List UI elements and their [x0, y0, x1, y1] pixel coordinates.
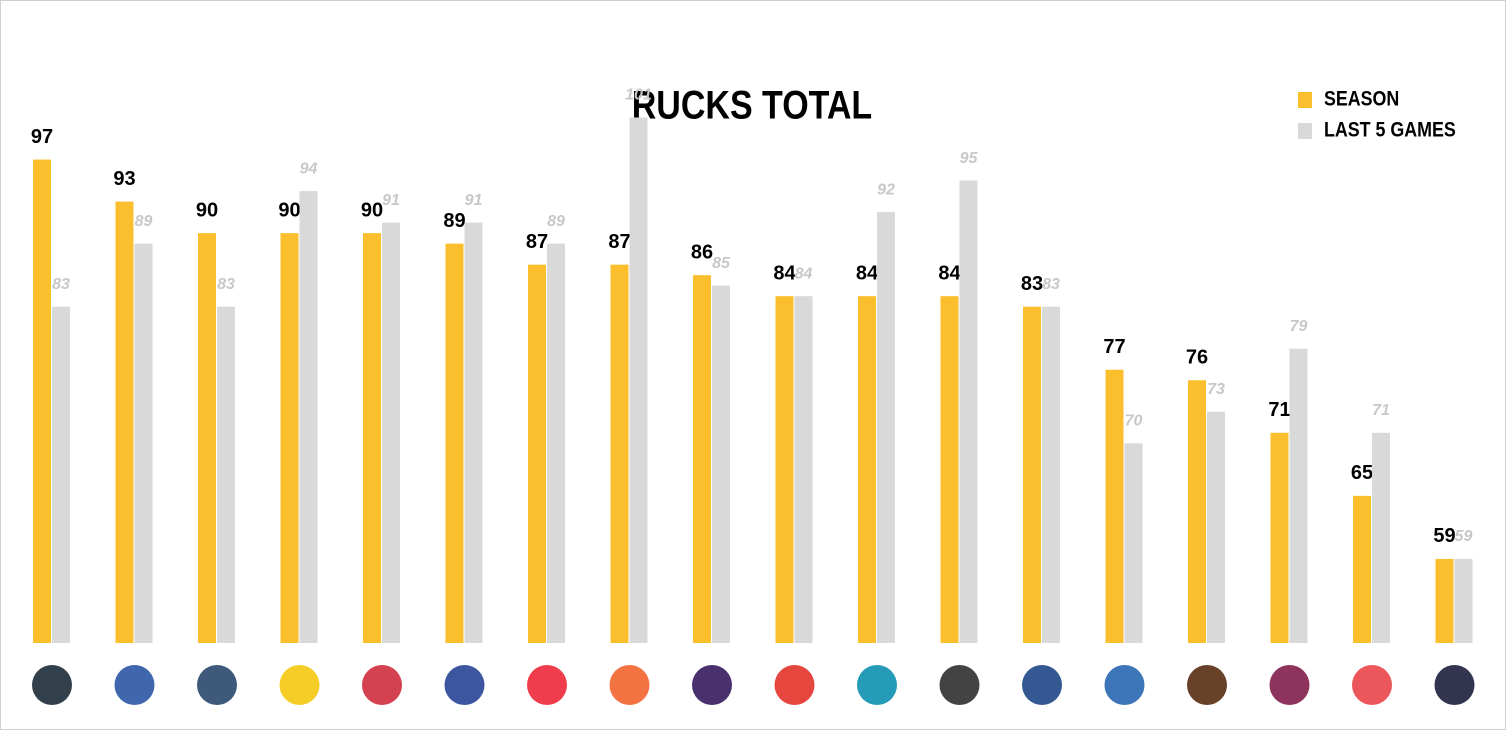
bar [1289, 348, 1308, 643]
bar [1124, 443, 1143, 643]
bar [363, 233, 381, 643]
legend-swatch [1298, 123, 1312, 139]
team-logo [279, 665, 320, 705]
value-label: 84 [856, 262, 879, 284]
bar [1023, 306, 1041, 643]
team-logo [527, 665, 567, 705]
value-label: 90 [361, 199, 383, 221]
bar [1105, 369, 1124, 643]
team-logo [857, 665, 897, 705]
value-label: 85 [712, 255, 731, 272]
bar [547, 243, 565, 644]
bar [299, 191, 318, 643]
value-label: 90 [196, 199, 218, 221]
value-label: 73 [1207, 381, 1225, 398]
bar [858, 296, 876, 643]
bar [115, 201, 134, 643]
team-logo [1187, 665, 1227, 705]
bar [217, 306, 235, 643]
bar [877, 212, 895, 644]
bar [280, 233, 299, 643]
bar [940, 296, 959, 643]
team-logo [1352, 665, 1392, 705]
legend-swatch [1298, 92, 1312, 108]
team-logo [197, 665, 237, 705]
value-label: 77 [1103, 336, 1125, 358]
bar [1270, 432, 1289, 643]
team-logo [444, 665, 485, 705]
value-label: 65 [1351, 462, 1373, 484]
bar [1372, 432, 1390, 643]
bar [1353, 495, 1371, 643]
value-label: 79 [1290, 318, 1308, 335]
value-label: 83 [217, 276, 235, 293]
team-logo [692, 665, 732, 705]
bar [775, 296, 794, 643]
bar [794, 296, 813, 643]
bar [33, 159, 51, 644]
value-label: 84 [795, 265, 813, 282]
bar [464, 222, 483, 643]
team-logo [1104, 665, 1145, 705]
bar [382, 222, 400, 643]
value-label: 91 [382, 192, 400, 209]
value-label: 71 [1372, 402, 1390, 419]
bar [1207, 411, 1225, 643]
bar [712, 285, 730, 643]
bar [445, 243, 464, 644]
value-label: 101 [625, 87, 652, 104]
team-logo [609, 665, 650, 705]
value-label: 83 [52, 276, 70, 293]
team-logo [939, 665, 980, 705]
team-logo [1434, 665, 1475, 705]
value-label: 87 [608, 231, 630, 253]
value-label: 59 [1455, 528, 1473, 545]
value-label: 97 [31, 126, 53, 148]
value-label: 89 [135, 213, 153, 230]
value-label: 86 [691, 241, 713, 263]
value-label: 94 [300, 160, 318, 177]
team-logo [774, 665, 815, 705]
bar [1042, 306, 1060, 643]
value-label: 59 [1433, 525, 1455, 547]
team-logo [1022, 665, 1062, 705]
bar [198, 233, 216, 643]
value-label: 89 [547, 213, 565, 230]
value-label: 90 [278, 199, 300, 221]
bar [1454, 558, 1473, 643]
bar [1435, 558, 1454, 643]
bar [959, 180, 978, 643]
bar [528, 264, 546, 643]
team-logo [1269, 665, 1310, 705]
value-label: 76 [1186, 347, 1208, 369]
value-label: 93 [113, 168, 135, 190]
chart-title: RUCKS TOTAL [632, 82, 872, 127]
value-label: 84 [938, 262, 961, 284]
team-logo [32, 665, 72, 705]
value-label: 87 [526, 231, 548, 253]
value-label: 83 [1021, 273, 1043, 295]
bar [52, 306, 70, 643]
bar [134, 243, 153, 644]
value-label: 70 [1125, 413, 1143, 430]
team-logo [362, 665, 402, 705]
bar [1188, 380, 1206, 643]
bar [610, 264, 629, 643]
value-label: 83 [1042, 276, 1060, 293]
bar [693, 275, 711, 643]
value-label: 91 [465, 192, 483, 209]
value-label: 95 [960, 150, 979, 167]
value-label: 71 [1268, 399, 1290, 421]
legend-label: LAST 5 GAMES [1324, 118, 1456, 142]
bar [629, 117, 648, 643]
value-label: 84 [773, 262, 796, 284]
value-label: 92 [877, 181, 895, 198]
value-label: 89 [443, 210, 465, 232]
legend-label: SEASON [1324, 87, 1399, 111]
team-logo [114, 665, 155, 705]
